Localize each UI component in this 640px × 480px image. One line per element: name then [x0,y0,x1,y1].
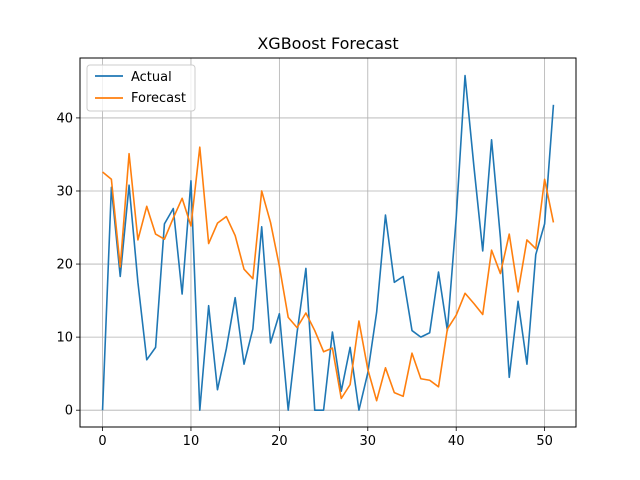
chart-title: XGBoost Forecast [257,34,398,53]
y-tick-label: 10 [56,331,73,346]
legend-label-forecast: Forecast [131,91,186,106]
series-lines [101,74,555,411]
y-tick-label: 0 [65,404,73,419]
x-tick-label: 0 [98,434,106,449]
series-line-actual [101,74,555,411]
series-line-forecast [102,146,555,402]
y-tick-label: 30 [56,184,73,199]
x-tick-label: 20 [271,434,288,449]
x-tick-label: 30 [360,434,377,449]
x-tick-label: 40 [448,434,465,449]
y-tick-label: 40 [56,111,73,126]
axis-ticks: 0 10 20 30 40 50 0 10 20 30 40 [56,111,552,449]
x-tick-label: 10 [183,434,200,449]
plot-frame [79,57,577,428]
x-tick-label: 50 [536,434,553,449]
legend: Actual Forecast [86,64,196,112]
grid [80,58,576,427]
legend-label-actual: Actual [131,70,172,85]
y-tick-label: 20 [56,258,73,273]
